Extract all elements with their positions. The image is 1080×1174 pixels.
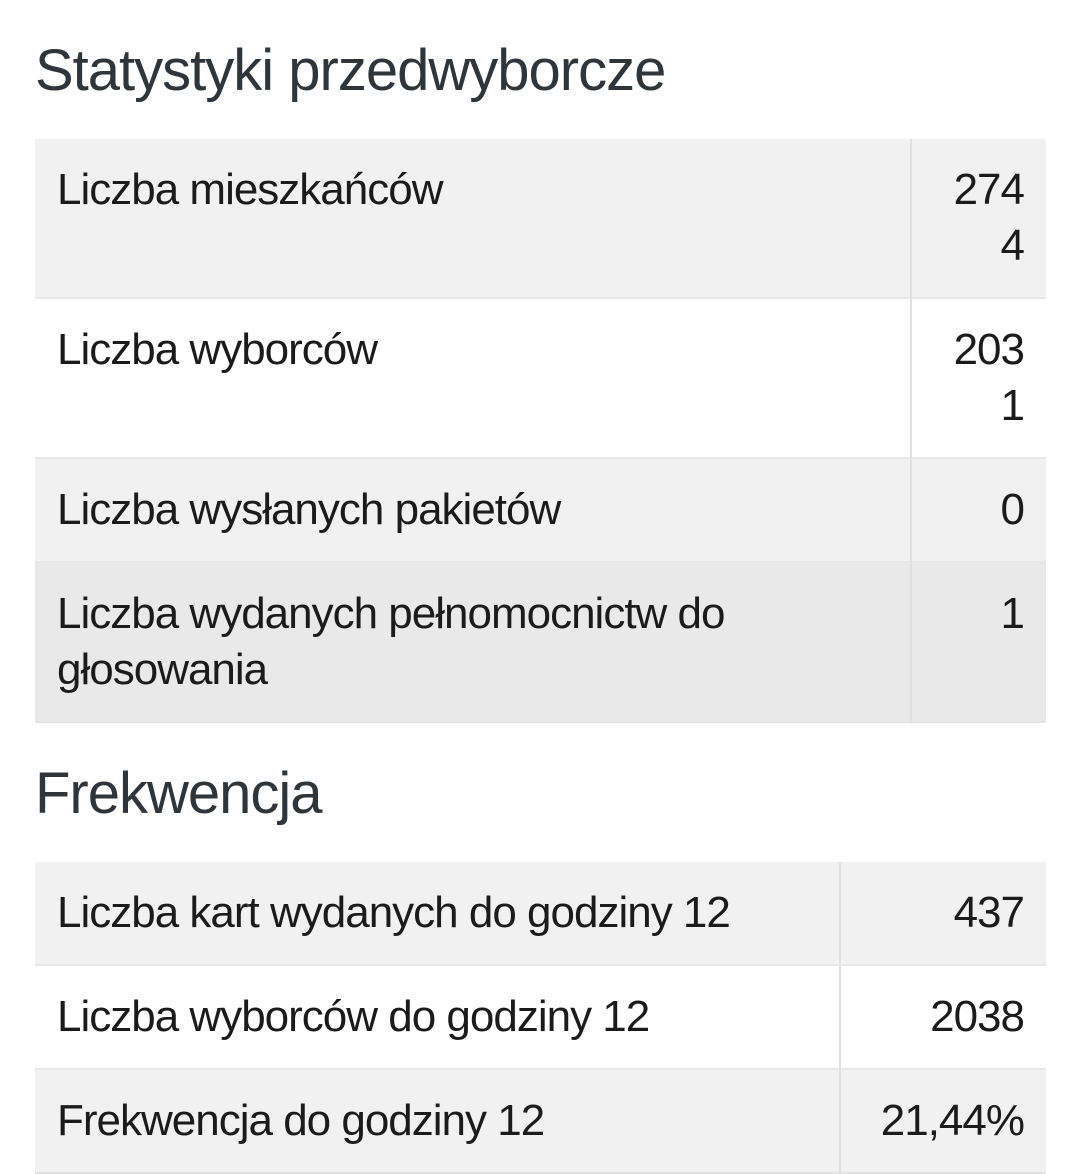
pre-election-section-title: Statystyki przedwyborcze bbox=[35, 38, 666, 103]
stat-value: 437 bbox=[839, 862, 1046, 966]
stat-value: 2031 bbox=[910, 297, 1046, 459]
table-row: Liczba mieszkańców 2744 bbox=[35, 139, 1046, 299]
section-pre-election-stats: Statystyki przedwyborcze Liczba mieszkań… bbox=[35, 30, 1046, 724]
stat-label: Frekwencja do godziny 12 bbox=[35, 1068, 840, 1174]
stat-value: 1 bbox=[910, 561, 1046, 723]
turnout-stats-table: Liczba kart wydanych do godziny 12 437 L… bbox=[35, 862, 1046, 1174]
stat-label: Liczba kart wydanych do godziny 12 bbox=[35, 862, 840, 966]
section-turnout: Frekwencja Liczba kart wydanych do godzi… bbox=[35, 753, 1046, 1174]
pre-election-stats-table: Liczba mieszkańców 2744 Liczba wyborców … bbox=[35, 139, 1046, 724]
table-row: Frekwencja do godziny 12 21,44% bbox=[35, 1068, 1046, 1174]
stat-label: Liczba wyborców bbox=[35, 297, 911, 459]
table-row: Liczba wydanych pełnomocnictw do głosowa… bbox=[35, 561, 1046, 723]
stat-label: Liczba wydanych pełnomocnictw do głosowa… bbox=[35, 561, 911, 723]
election-stats-page: Statystyki przedwyborcze Liczba mieszkań… bbox=[0, 30, 1080, 1174]
table-row: Liczba kart wydanych do godziny 12 437 bbox=[35, 862, 1046, 966]
stat-value: 2744 bbox=[910, 139, 1046, 299]
table-row: Liczba wyborców do godziny 12 2038 bbox=[35, 964, 1046, 1070]
stat-label: Liczba mieszkańców bbox=[35, 139, 911, 299]
turnout-section-title: Frekwencja bbox=[35, 761, 323, 827]
stat-value: 0 bbox=[910, 457, 1046, 563]
table-row: Liczba wysłanych pakietów 0 bbox=[35, 457, 1046, 563]
stat-label: Liczba wysłanych pakietów bbox=[35, 457, 911, 563]
stat-value: 2038 bbox=[839, 964, 1046, 1070]
table-row: Liczba wyborców 2031 bbox=[35, 297, 1046, 459]
stat-label: Liczba wyborców do godziny 12 bbox=[35, 964, 840, 1070]
stat-value: 21,44% bbox=[839, 1068, 1046, 1174]
